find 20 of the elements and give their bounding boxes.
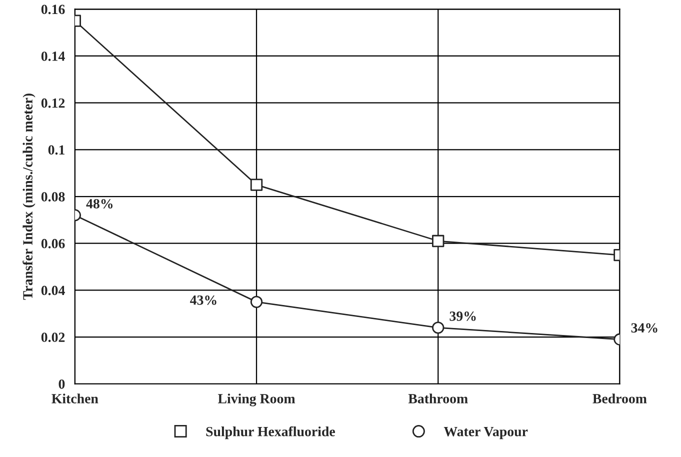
y-axis-title: Transfer Index (mins./cubic meter) <box>22 94 36 300</box>
annotation: 39% <box>450 311 476 321</box>
legend-label: Water Vapour <box>444 427 528 440</box>
annotation: 48% <box>86 199 112 208</box>
annotation: 43% <box>190 295 216 305</box>
legend-label: Sulphur Hexafluoride <box>206 426 335 440</box>
x-tick-label: Living Room <box>218 394 296 406</box>
y-tick-label: 0.1 <box>48 145 64 155</box>
y-tick-label: 0.14 <box>41 52 65 61</box>
y-tick-label: 0.12 <box>41 98 65 108</box>
y-tick-label: 0.06 <box>41 238 65 248</box>
y-tick-label: 0.02 <box>41 332 65 342</box>
y-tick-label: 0.08 <box>41 192 65 202</box>
y-tick-label: 0.04 <box>41 286 65 296</box>
annotation: 34% <box>631 323 658 333</box>
x-tick-label: Kitchen <box>52 394 98 404</box>
y-tick-label: 0 <box>58 379 65 389</box>
x-tick-label: Bathroom <box>408 394 468 404</box>
y-tick-label: 0.16 <box>41 4 65 14</box>
x-tick-label: Bedroom <box>592 394 647 404</box>
